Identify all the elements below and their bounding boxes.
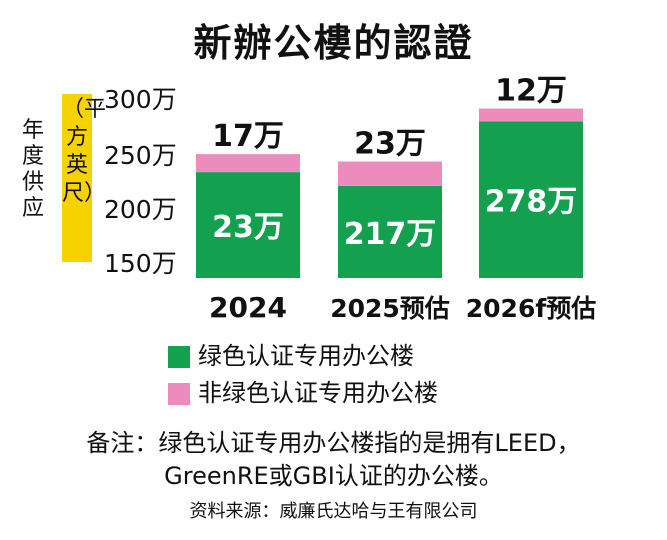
y-tick-label: 250万 [104, 141, 177, 170]
y-tick-label: 200万 [104, 195, 177, 224]
legend-swatch-green [168, 346, 190, 368]
data-label-pink: 23万 [354, 127, 426, 162]
data-label-pink: 12万 [495, 74, 567, 109]
bar-green-segment [338, 185, 442, 278]
legend-label-green: 绿色认证专用办公楼 [198, 342, 414, 370]
bar-green-segment [196, 172, 300, 278]
y-tick-label: 150万 [104, 249, 177, 278]
category-label: 2026f预估 [466, 294, 596, 323]
bar-pink-segment [338, 161, 442, 186]
note-line-2: GreenRE或GBI认证的办公楼。 [164, 462, 503, 490]
data-label-green: 217万 [344, 217, 437, 252]
bar-pink-segment [196, 154, 300, 173]
data-label-green: 23万 [212, 210, 284, 245]
legend-label-pink: 非绿色认证专用办公楼 [198, 379, 438, 407]
bar-chart: 23万 17万 2024 217万 23万 2025预估 278万 12万 2026f预估 [196, 74, 596, 324]
data-label-green: 278万 [485, 185, 578, 220]
note-line-1: 备注：绿色认证专用办公楼指的是拥有LEED， [86, 429, 581, 457]
legend-swatch-pink [168, 383, 190, 405]
category-label: 2025预估 [330, 294, 450, 323]
category-label: 2024 [209, 291, 287, 324]
y-tick-label: 300万 [104, 85, 177, 114]
bar-green-segment [479, 121, 583, 278]
y-axis-unit-highlight [62, 94, 92, 262]
data-label-pink: 17万 [212, 119, 284, 154]
source-credit: 资料来源：威廉氏达哈与王有限公司 [189, 501, 478, 522]
bar-pink-segment [479, 108, 583, 122]
chart-title: 新辦公樓的認證 [193, 21, 474, 65]
y-axis-label: 年度供应 [21, 118, 44, 221]
